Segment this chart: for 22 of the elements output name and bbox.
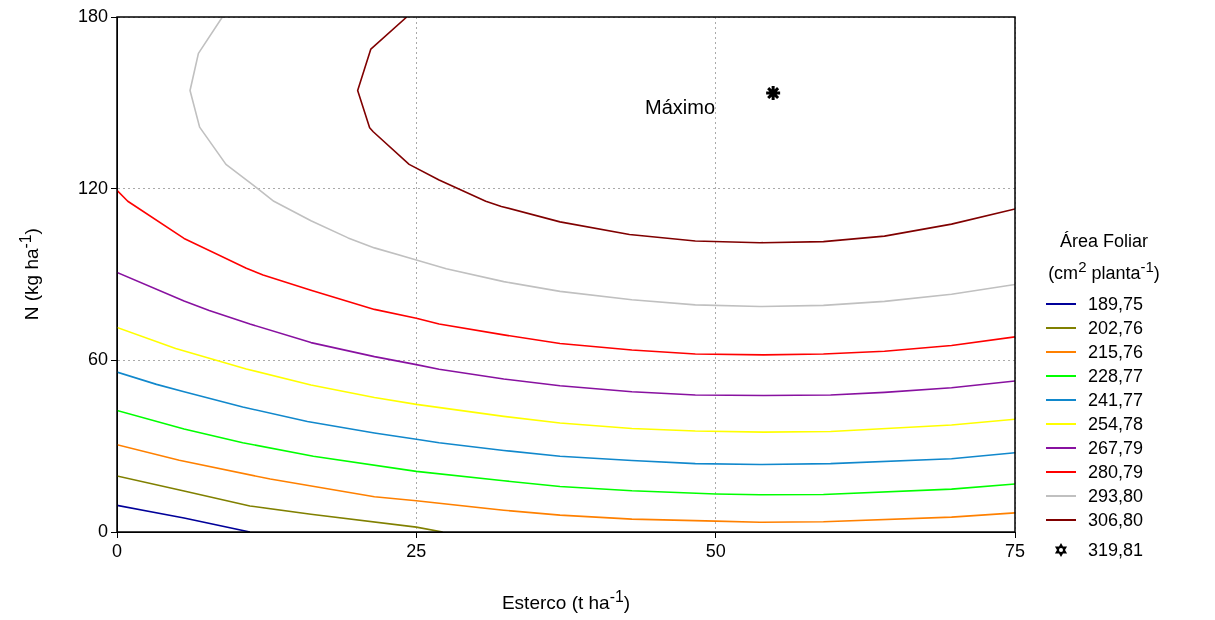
legend-label: 267,79 [1088,437,1144,459]
y-tick-label: 0 [97,520,108,541]
x-tick-label: 25 [406,540,427,561]
legend-label: 293,80 [1088,485,1144,507]
y-tick-label: 120 [77,177,108,198]
x-tick-label: 0 [111,540,123,561]
x-tick-label: 75 [1004,540,1026,561]
legend-label: 228,77 [1088,365,1144,387]
legend-label: 241,77 [1088,389,1144,411]
legend-label: 280,79 [1088,461,1144,483]
y-tick-label: 180 [77,5,108,26]
legend-label: 202,76 [1088,317,1144,339]
x-tick-label: 50 [705,540,726,561]
legend-label: 319,81 [1088,539,1144,561]
x-axis-title: Esterco (t ha$^{-1}$) [500,588,632,615]
legend-title: Área Foliar (cm$^{2}$ planta$^{-1}$) [1047,230,1161,285]
y-tick-label: 60 [87,349,108,370]
legend-label: 215,76 [1088,341,1144,363]
annotation: Máximo [645,96,716,119]
legend-label: 306,80 [1088,509,1144,531]
legend-label: 189,75 [1088,293,1144,315]
legend-label: 254,78 [1088,413,1144,435]
